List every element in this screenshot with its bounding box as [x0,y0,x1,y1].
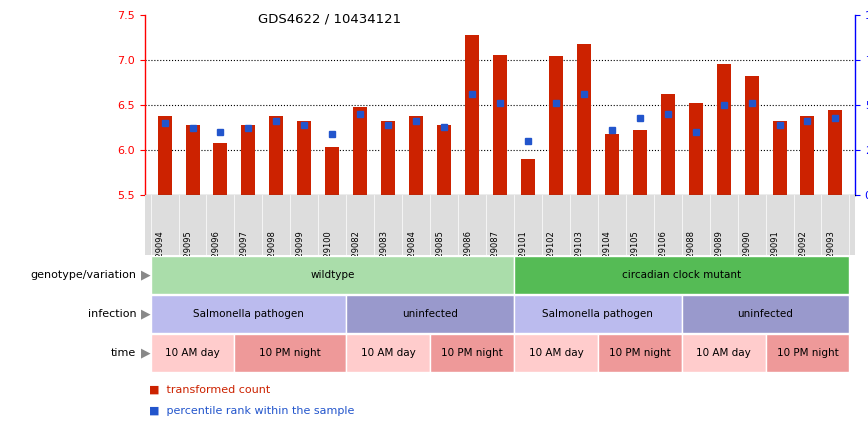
Bar [409,116,423,195]
Text: ■  transformed count: ■ transformed count [149,385,271,395]
Bar [766,334,850,372]
Text: ▶: ▶ [141,269,150,281]
Text: 10 PM night: 10 PM night [777,348,838,358]
Text: ▶: ▶ [141,346,150,360]
Bar [605,134,619,195]
Text: 10 AM day: 10 AM day [529,348,583,358]
Bar [269,116,283,195]
Text: circadian clock mutant: circadian clock mutant [622,270,741,280]
Text: 10 AM day: 10 AM day [696,348,751,358]
Text: Salmonella pathogen: Salmonella pathogen [542,309,654,319]
Bar [214,143,227,195]
Bar [549,56,562,195]
Bar [158,116,172,195]
Bar [681,334,766,372]
Bar [577,44,591,195]
Text: 10 PM night: 10 PM night [608,348,671,358]
Bar [514,256,850,294]
Bar [186,125,200,195]
Bar [381,121,395,195]
Text: genotype/variation: genotype/variation [30,270,136,280]
Bar [150,256,514,294]
Bar [514,295,681,333]
Text: 10 PM night: 10 PM night [441,348,503,358]
Bar [773,121,786,195]
Text: GDS4622 / 10434121: GDS4622 / 10434121 [259,13,401,26]
Text: uninfected: uninfected [402,309,458,319]
Bar [717,64,731,195]
Text: 10 PM night: 10 PM night [260,348,321,358]
Text: ■  percentile rank within the sample: ■ percentile rank within the sample [149,406,355,416]
Text: uninfected: uninfected [738,309,793,319]
Bar [346,295,514,333]
Bar [150,334,234,372]
Text: time: time [111,348,136,358]
Bar [437,125,451,195]
Bar [431,334,514,372]
Bar [493,55,507,195]
Bar [633,130,647,195]
Bar [521,159,535,195]
Bar [598,334,681,372]
Bar [353,107,367,195]
Bar [150,295,346,333]
Bar [745,76,759,195]
Text: infection: infection [88,309,136,319]
Bar [514,334,598,372]
Text: 10 AM day: 10 AM day [361,348,416,358]
Bar [234,334,346,372]
Bar [800,116,814,195]
Text: Salmonella pathogen: Salmonella pathogen [193,309,304,319]
Bar [465,35,479,195]
Bar [298,121,312,195]
Text: ▶: ▶ [141,308,150,321]
Text: 10 AM day: 10 AM day [165,348,220,358]
Bar [241,125,255,195]
Bar [688,103,703,195]
Bar [681,295,850,333]
Text: wildtype: wildtype [310,270,354,280]
Bar [346,334,431,372]
Bar [326,147,339,195]
Bar [828,110,843,195]
Bar [661,94,674,195]
